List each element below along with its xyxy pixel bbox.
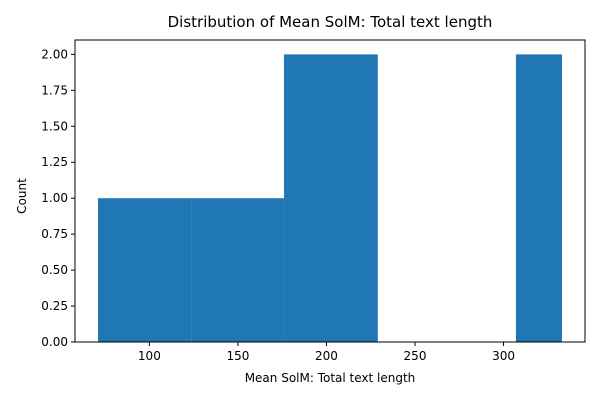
x-tick-label: 100 xyxy=(138,349,161,363)
y-tick-label: 1.00 xyxy=(41,191,68,205)
x-axis-ticks: 100 150 200 250 300 xyxy=(138,342,515,363)
x-axis-label: Mean SolM: Total text length xyxy=(245,371,416,385)
histogram-bar-3 xyxy=(283,54,378,342)
histogram-bar-2 xyxy=(191,198,284,342)
y-tick-label: 0.50 xyxy=(41,263,68,277)
y-tick-label: 1.25 xyxy=(41,155,68,169)
x-tick-label: 250 xyxy=(404,349,427,363)
x-tick-label: 150 xyxy=(226,349,249,363)
histogram-bar-1 xyxy=(98,198,192,342)
y-axis-label: Count xyxy=(15,178,29,214)
y-tick-label: 2.00 xyxy=(41,47,68,61)
bars-group xyxy=(98,54,562,342)
x-tick-label: 200 xyxy=(315,349,338,363)
y-tick-label: 0.25 xyxy=(41,299,68,313)
x-tick-label: 300 xyxy=(492,349,515,363)
plot-frame xyxy=(74,39,586,343)
y-tick-label: 1.50 xyxy=(41,119,68,133)
y-tick-label: 0.75 xyxy=(41,227,68,241)
chart-title: Distribution of Mean SolM: Total text le… xyxy=(168,13,493,31)
y-tick-label: 0.00 xyxy=(41,335,68,349)
y-axis-ticks: 0.00 0.25 0.50 0.75 1.00 1.25 1.50 1.75 2.00 xyxy=(41,47,75,349)
histogram-bar-6 xyxy=(515,54,562,342)
y-tick-label: 1.75 xyxy=(41,83,68,97)
